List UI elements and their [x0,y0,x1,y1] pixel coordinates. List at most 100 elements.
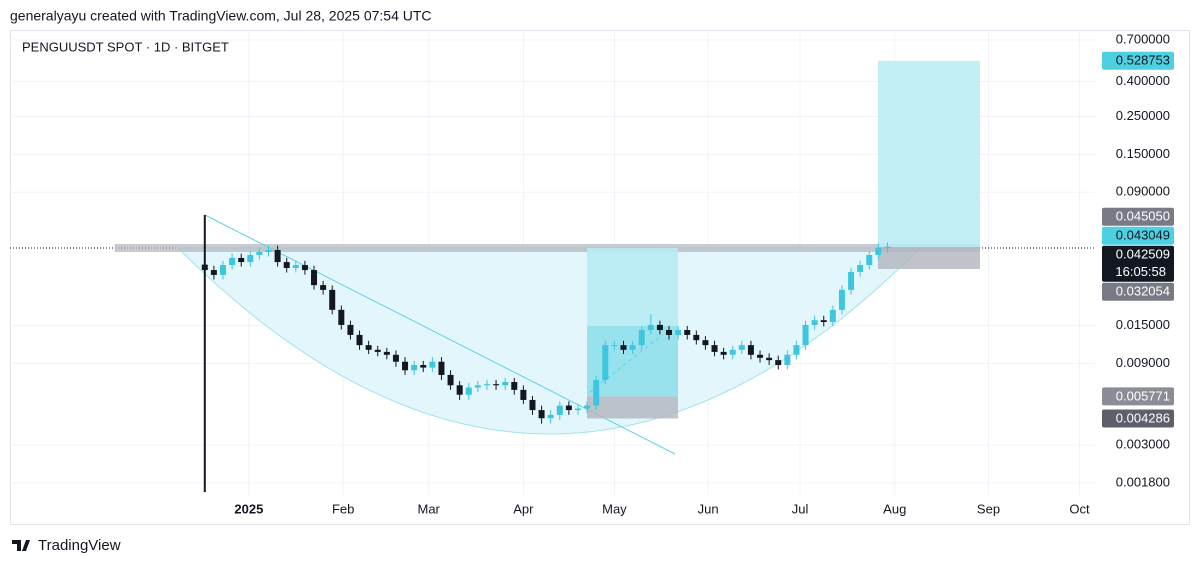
candle-body [493,384,500,386]
candle-body [693,334,700,341]
candle-body [793,345,800,355]
stop-zone [878,247,980,270]
countdown: 16:05:58 [1115,264,1166,279]
panel-border [10,30,1190,525]
x-tick-label: Apr [513,501,534,516]
candle-body [238,257,245,263]
target-zone [878,60,980,248]
x-tick-label: Oct [1069,501,1090,516]
logo-icon [12,540,30,551]
candle-body [265,249,272,252]
candle-body [720,351,727,355]
header: generalyayu created with TradingView.com… [10,8,432,24]
candle-body [702,340,709,346]
y-tick-label: 0.009000 [1116,355,1170,370]
x-tick-label: Sep [977,501,1000,516]
candle-body [638,330,645,346]
price-label: 0.045050 [1102,207,1174,226]
candle-body [219,265,226,275]
candle-body [456,385,463,395]
candle-body [520,389,527,400]
candle-body [565,405,572,411]
price-label-text: 0.042509 [1116,247,1170,262]
candle-body [629,345,636,350]
candle-body [210,270,217,275]
candle-body [420,365,427,368]
candle-body [848,271,855,290]
price-label-bg [1102,387,1174,406]
price-label: 0.004286 [1102,409,1174,428]
x-tick-label: Aug [883,501,906,516]
price-label-bg [1102,226,1174,245]
stop-zone [587,396,678,419]
candle-body [884,246,891,248]
candle-body [247,255,254,263]
candle-body [338,309,345,325]
candle-body [729,349,736,355]
x-tick-label: Feb [332,501,354,516]
candle-body [584,405,591,409]
price-label-bg [1102,409,1174,428]
candle-body [347,324,354,335]
resistance-band [115,244,980,252]
candle-body [829,309,836,323]
price-label-bg [1102,207,1174,226]
x-tick-label: 2025 [234,501,263,516]
candle-body [547,414,554,419]
candle-body [402,361,409,371]
candle-body [201,264,208,271]
candle-body [838,289,845,310]
price-label-bg [1102,245,1174,282]
candle-body [811,320,818,325]
candle-body [392,354,399,362]
y-tick-label: 0.003000 [1116,436,1170,451]
candle-body [283,262,290,268]
candle-body [766,357,773,361]
y-tick-label: 0.090000 [1116,184,1170,199]
candle-body [383,351,390,355]
candle-body [256,251,263,256]
x-tick-label: Jun [698,501,719,516]
candle-body [875,247,882,256]
x-tick-label: Jul [792,501,809,516]
candle-body [529,399,536,411]
price-label: 0.528753 [1102,51,1174,70]
candle-body [820,320,827,323]
dashed-line [589,334,663,393]
candle-body [857,265,864,272]
candle-body [574,408,581,411]
candle-body [301,265,308,271]
y-tick-label: 0.400000 [1116,73,1170,88]
candle-body [757,354,764,358]
candle-body [775,360,782,366]
progress-zone [587,326,678,397]
candle-body [311,270,318,286]
candle-body [465,387,472,395]
price-label-bg [1102,51,1174,70]
tradingview-logo: TradingView [12,537,121,554]
candle-body [356,334,363,346]
price-label: 0.032054 [1102,282,1174,301]
price-label-text: 0.032054 [1116,284,1170,299]
candle-body [374,349,381,352]
candle-body [329,289,336,310]
candle-body [429,361,436,368]
positions [587,60,980,419]
candle-body [784,354,791,366]
candle-body [483,384,490,386]
chart-title: PENGUUSDT SPOT · 1D · BITGET [22,39,229,54]
footer: TradingView [38,537,121,554]
price-label-text: 0.004286 [1116,410,1170,425]
candle-body [438,361,445,375]
candle-body [602,345,609,380]
candle-body [866,255,873,266]
candles [201,214,891,493]
price-label-text: 0.045050 [1116,209,1170,224]
candle-body [802,324,809,346]
x-tick-label: May [602,501,627,516]
candle-body [611,345,618,347]
candle-body [647,324,654,331]
y-tick-label: 0.001800 [1116,474,1170,489]
x-tick-label: Mar [418,501,441,516]
